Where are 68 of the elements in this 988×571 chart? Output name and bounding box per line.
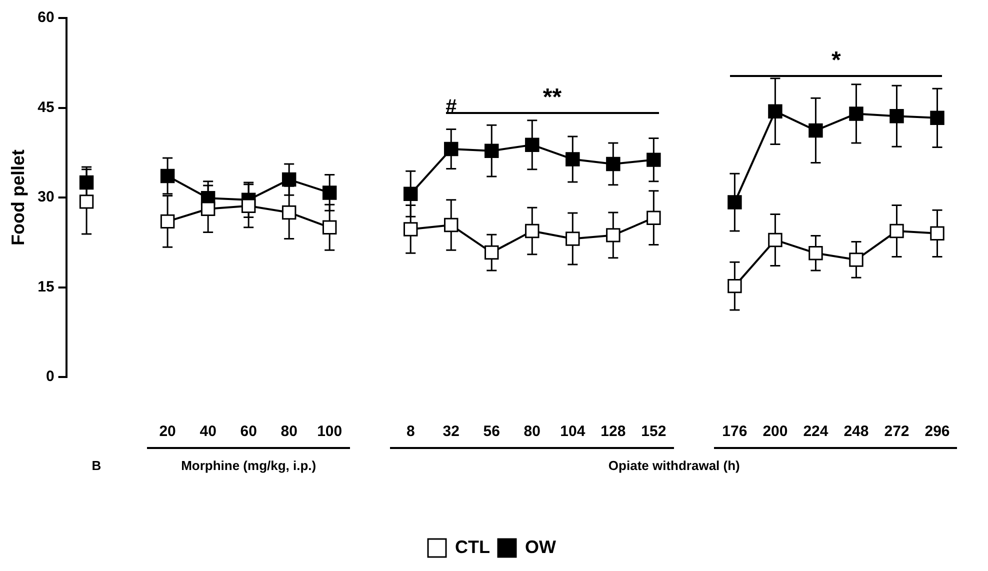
point [444, 142, 458, 156]
y-axis-title: Food pellet [8, 150, 28, 246]
point [646, 152, 661, 167]
point [728, 195, 742, 210]
point [79, 175, 94, 190]
point [890, 109, 904, 124]
x-tick-label: 104 [560, 423, 586, 440]
point [322, 220, 337, 235]
x-tick-label: 8 [406, 423, 415, 440]
legend-label: OW [525, 536, 556, 557]
annotation: # [446, 96, 457, 119]
x-tick-label: 32 [442, 423, 460, 440]
point [930, 226, 944, 241]
x-tick-label: 80 [280, 423, 298, 440]
point [241, 198, 256, 213]
y-tick-label: 45 [38, 98, 54, 116]
x-tick-label: 296 [924, 423, 950, 440]
point [606, 156, 620, 172]
point [404, 186, 418, 202]
point [890, 224, 904, 238]
x-tick-label: 100 [317, 423, 342, 440]
x-tick-label: 128 [600, 423, 626, 440]
point [484, 144, 499, 158]
point [768, 232, 782, 248]
point [404, 222, 418, 236]
point [200, 202, 216, 216]
x-tick-label: 176 [722, 423, 748, 440]
point [525, 138, 540, 152]
text: B [92, 458, 102, 472]
annotation: * [831, 47, 841, 75]
legend-label: CTL [455, 536, 490, 557]
text: Morphine (mg/kg, i.p.) [181, 458, 316, 472]
point [808, 123, 823, 138]
point [566, 152, 580, 166]
point [566, 232, 580, 246]
x-tick-label: 40 [200, 423, 216, 440]
point [849, 106, 864, 121]
y-tick-label: 0 [46, 368, 54, 386]
x-tick-label: 248 [844, 423, 869, 440]
point [849, 252, 864, 267]
x-tick-label: 272 [884, 423, 910, 440]
point [484, 245, 499, 260]
point [160, 168, 175, 184]
x-tick-label: 200 [762, 423, 788, 440]
point [444, 218, 458, 232]
point [768, 104, 782, 118]
x-tick-label: 80 [524, 423, 540, 440]
point [930, 110, 944, 126]
point [322, 186, 337, 200]
x-tick-label: 60 [240, 423, 257, 440]
x-tick-label: 20 [159, 423, 176, 440]
point [282, 172, 296, 187]
y-tick-label: 30 [38, 188, 54, 206]
y-tick-label: 60 [38, 9, 54, 26]
x-tick-label: 224 [803, 423, 829, 440]
text: Opiate withdrawal (h) [608, 458, 740, 472]
point [79, 194, 94, 209]
point [728, 278, 742, 294]
point [525, 224, 540, 238]
y-tick-label: 15 [38, 278, 54, 296]
point [808, 246, 823, 260]
point [282, 205, 296, 220]
annotation: ** [542, 84, 562, 112]
point [646, 210, 661, 225]
x-tick-label: 56 [483, 423, 500, 440]
point [160, 214, 175, 229]
x-tick-label: 152 [641, 423, 666, 440]
point [606, 228, 620, 242]
